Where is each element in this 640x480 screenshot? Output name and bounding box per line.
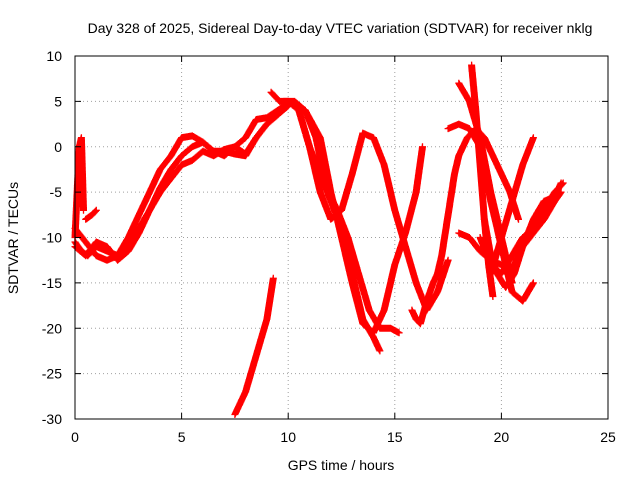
y-tick-label: -15 <box>42 275 62 291</box>
series-markers <box>480 179 565 291</box>
y-tick-label: -10 <box>42 230 62 246</box>
series-arc-b <box>71 102 292 264</box>
series-markers <box>231 274 277 418</box>
series-arc-d <box>71 134 87 241</box>
y-tick-label: -25 <box>42 366 62 382</box>
series-markers <box>295 106 452 314</box>
series-arc-j <box>301 106 426 337</box>
series-markers <box>71 134 87 241</box>
x-tick-label: 5 <box>178 429 186 445</box>
y-tick-label: 5 <box>54 93 62 109</box>
x-tick-label: 20 <box>494 429 510 445</box>
x-tick-label: 25 <box>600 429 616 445</box>
x-tick-label: 15 <box>387 429 403 445</box>
series-arc-g <box>267 88 384 355</box>
x-tick-label: 10 <box>280 429 296 445</box>
series-arc-f <box>231 274 277 418</box>
plot-marks <box>71 61 567 418</box>
series-arc-r <box>480 179 565 291</box>
series-markers <box>82 206 100 223</box>
y-tick-label: -30 <box>42 411 62 427</box>
series-markers <box>267 88 384 355</box>
series-arc-e <box>82 206 100 223</box>
x-tick-label: 0 <box>71 429 79 445</box>
series-markers <box>71 102 292 264</box>
axis-ticks: 0 5 10 15 20 25 -30 -25 -20 -15 -10 -5 0 5 10 <box>42 48 616 445</box>
chart-title: Day 328 of 2025, Sidereal Day-to-day VTE… <box>88 20 593 36</box>
series-arc-i <box>295 106 452 314</box>
x-axis-label: GPS time / hours <box>288 457 395 473</box>
y-axis-label: SDTVAR / TECUs <box>5 182 21 294</box>
y-tick-label: 0 <box>54 139 62 155</box>
y-tick-label: -20 <box>42 320 62 336</box>
series-markers <box>301 106 426 337</box>
y-tick-label: 10 <box>46 48 62 64</box>
y-tick-label: -5 <box>50 184 63 200</box>
grid-lines <box>75 56 608 419</box>
